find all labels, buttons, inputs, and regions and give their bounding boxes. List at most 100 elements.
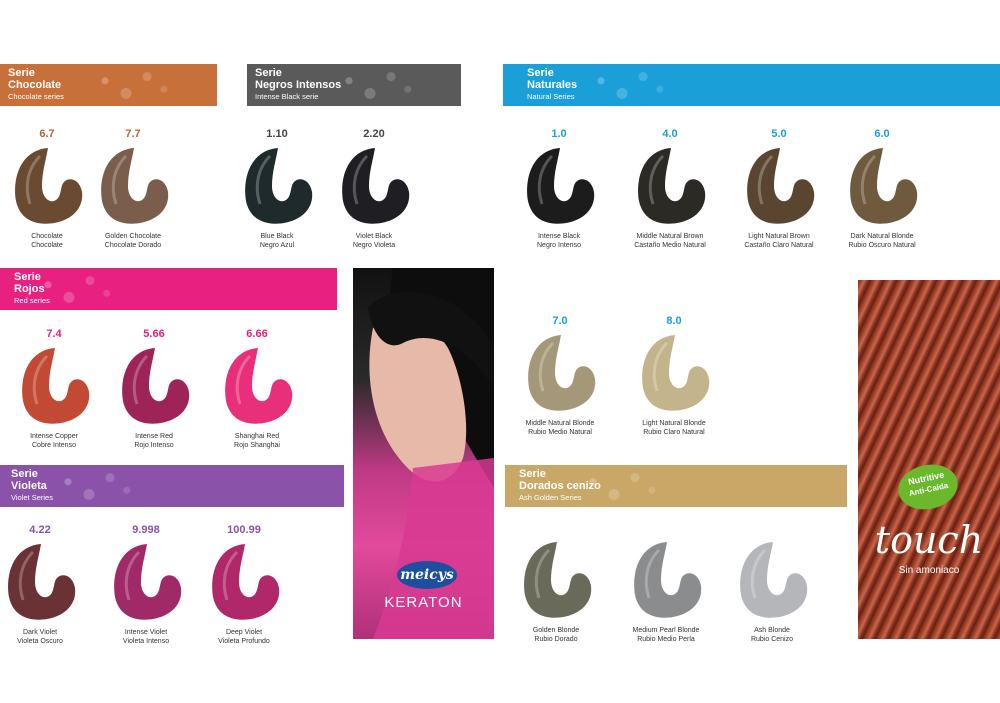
color-swatch: 4.0 Middle Natural Brown Castaño Medio Nat… <box>620 128 720 253</box>
shade-name-en: Intense Black <box>537 233 581 240</box>
banner-subtitle: Natural Series <box>527 92 575 101</box>
color-swatch: 6.7 Chocolate Chocolate <box>0 128 97 253</box>
color-swatch: 9.998 Intense Violet Violeta Intenso <box>96 524 196 649</box>
shade-code: 7.4 <box>46 328 62 340</box>
banner-subtitle: Chocolate series <box>8 92 64 101</box>
shade-name-en: Medium Pearl Blonde <box>632 627 700 634</box>
shade-name-en: Dark Violet <box>22 629 58 636</box>
banner-subtitle: Red series <box>14 296 50 305</box>
shade-name-es: Rubio Cenizo <box>750 636 794 643</box>
banner-serie-label: Serie <box>11 468 38 480</box>
shade-code: 7.7 <box>125 128 141 140</box>
hair-lock-icon <box>524 542 592 618</box>
shade-name-en: Ash Blonde <box>754 627 790 634</box>
shade-name-es: Negro Intenso <box>537 242 581 249</box>
banner-serie-label: Serie <box>14 271 41 283</box>
shade-name-es: Rubio Oscuro Natural <box>848 242 916 249</box>
shade-name-es: Violeta Oscuro <box>17 638 63 645</box>
shade-name-en: Shanghai Red <box>234 433 280 440</box>
touch-subtitle: Sin amoniaco <box>898 565 960 576</box>
hair-lock-icon <box>212 544 280 620</box>
banner-chocolate: Serie Chocolate Chocolate series <box>0 64 217 106</box>
shade-name-en: Middle Natural Blonde <box>525 420 595 427</box>
hair-lock-icon <box>15 148 83 224</box>
color-swatch: 7.0 Middle Natural Blonde Rubio Medio Natu… <box>510 315 610 440</box>
shade-code: 8.0 <box>666 315 682 327</box>
banner-rojos: Serie Rojos Red series <box>0 268 337 310</box>
banner-serie-label: Serie <box>519 468 546 480</box>
shade-name-es: Castaño Claro Natural <box>744 242 814 249</box>
color-swatch: 7.4 Intense Copper Cobre Intenso <box>4 328 104 453</box>
shade-code: 4.22 <box>29 524 51 536</box>
shade-code: 4.0 <box>662 128 678 140</box>
shade-code: 1.0 <box>551 128 567 140</box>
touch-title: touch <box>874 518 984 562</box>
hair-lock-icon <box>528 335 596 411</box>
shade-name-en: Deep Violet <box>225 629 263 636</box>
shade-name-en: Violet Black <box>355 233 393 240</box>
banner-subtitle: Ash Golden Series <box>519 493 582 502</box>
color-swatch: 7.7 Golden Chocolate Chocolate Dorado <box>83 128 183 253</box>
color-swatch: 6.66 Shanghai Red Rojo Shanghai <box>207 328 307 453</box>
shade-code: 6.7 <box>39 128 55 140</box>
banner-decoration <box>77 64 217 106</box>
hair-lock-icon <box>747 148 815 224</box>
brand-logo: meicys <box>397 561 457 589</box>
hair-lock-icon <box>122 348 190 424</box>
shade-name-en: Middle Natural Brown <box>636 233 704 240</box>
hair-lock-icon <box>22 348 90 424</box>
shade-name-en: Intense Red <box>135 433 173 440</box>
product-name: KERATON <box>384 594 463 611</box>
shade-name-en: Dark Natural Blonde <box>850 233 914 240</box>
banner-decoration <box>40 465 180 507</box>
color-swatch: 8.0 Light Natural Blonde Rubio Claro Natur… <box>624 315 724 440</box>
banner-title: Naturales <box>527 79 578 91</box>
shade-name-es: Chocolate <box>31 242 63 249</box>
shade-name-es: Rojo Shanghai <box>234 442 280 449</box>
shade-code: 9.998 <box>132 524 160 536</box>
model-illustration <box>368 268 494 639</box>
shade-name-en: Intense Violet <box>124 629 168 636</box>
hair-lock-icon <box>101 148 169 224</box>
shade-code: 6.66 <box>246 328 268 340</box>
shade-code: 5.0 <box>771 128 787 140</box>
color-swatch: Golden Blonde Rubio Dorado <box>506 522 606 647</box>
touch-ad-panel: Nutritive Anti-Caída touch Sin amoniaco <box>858 280 1000 639</box>
shade-name-es: Rubio Claro Natural <box>643 429 705 436</box>
shade-name-es: Violeta Intenso <box>122 638 170 645</box>
hair-lock-icon <box>634 542 702 618</box>
shade-name-en: Intense Copper <box>30 433 78 440</box>
shade-name-es: Negro Azul <box>259 242 295 249</box>
banner-violeta: Serie Violeta Violet Series <box>0 465 344 507</box>
shade-code: 7.0 <box>552 315 568 327</box>
nutritive-badge: Nutritive Anti-Caída <box>894 459 962 515</box>
shade-name-es: Rubio Medio Perla <box>637 636 695 643</box>
color-swatch: 2.20 Violet Black Negro Violeta <box>324 128 424 253</box>
keraton-ad-panel: meicys KERATON <box>353 268 494 639</box>
banner-title: Negros Intensos <box>255 79 342 91</box>
hair-lock-icon <box>642 335 710 411</box>
color-swatch: 1.0 Intense Black Negro Intenso <box>509 128 609 253</box>
shade-name-es: Negro Violeta <box>352 242 396 249</box>
color-swatch: 100.99 Deep Violet Violeta Profundo <box>194 524 294 649</box>
shade-name-es: Chocolate Dorado <box>104 242 162 249</box>
banner-decoration <box>321 64 461 106</box>
banner-title: Chocolate <box>8 79 62 91</box>
shade-name-en: Light Natural Blonde <box>642 420 706 427</box>
hair-lock-icon <box>245 148 313 224</box>
hair-lock-icon <box>342 148 410 224</box>
hair-lock-icon <box>527 148 595 224</box>
shade-code: 6.0 <box>874 128 890 140</box>
color-swatch: 5.0 Light Natural Brown Castaño Claro Natu… <box>729 128 829 253</box>
shade-name-en: Golden Blonde <box>532 627 580 634</box>
banner-title: Dorados cenizo <box>519 480 601 492</box>
shade-name-es: Cobre Intenso <box>32 442 76 449</box>
banner-serie-label: Serie <box>8 67 35 79</box>
shade-name-es: Rubio Dorado <box>534 636 578 643</box>
shade-name-en: Light Natural Brown <box>748 233 810 240</box>
hair-lock-icon <box>638 148 706 224</box>
shade-name-es: Rubio Medio Natural <box>528 429 592 436</box>
shade-code: 1.10 <box>266 128 288 140</box>
banner-decoration <box>573 64 713 106</box>
color-swatch: Ash Blonde Rubio Cenizo <box>722 522 822 647</box>
